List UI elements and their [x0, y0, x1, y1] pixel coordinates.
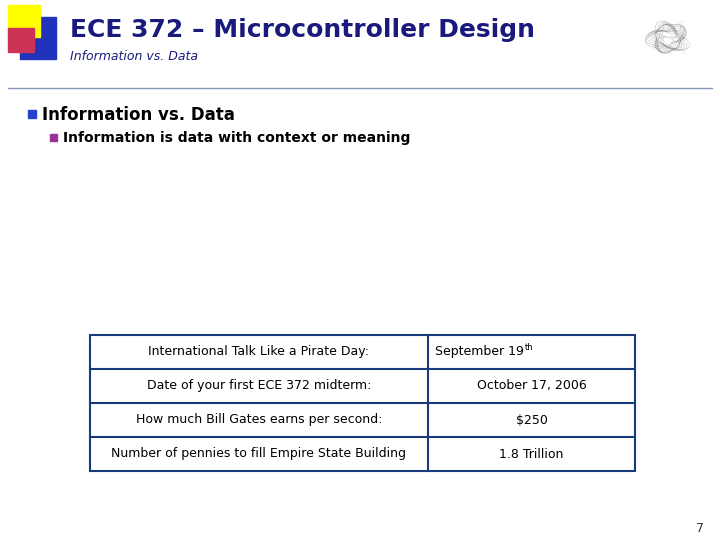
Text: Information vs. Data: Information vs. Data — [42, 106, 235, 124]
Bar — [50, 134, 57, 141]
Text: ECE 372 – Microcontroller Design: ECE 372 – Microcontroller Design — [70, 18, 535, 42]
Bar — [8, 5, 40, 37]
Text: Information vs. Data: Information vs. Data — [70, 50, 198, 63]
Text: th: th — [524, 342, 533, 352]
Bar — [20, 17, 56, 59]
Text: September 19: September 19 — [435, 346, 523, 359]
Text: 1.8 Trillion: 1.8 Trillion — [499, 448, 564, 461]
Text: Date of your first ECE 372 midterm:: Date of your first ECE 372 midterm: — [147, 380, 371, 393]
Bar — [90, 335, 635, 471]
Text: October 17, 2006: October 17, 2006 — [477, 380, 586, 393]
Text: $250: $250 — [516, 414, 547, 427]
Text: 7: 7 — [696, 522, 704, 535]
Bar — [28, 110, 36, 118]
Text: Number of pennies to fill Empire State Building: Number of pennies to fill Empire State B… — [112, 448, 407, 461]
Bar — [8, 28, 34, 52]
Text: Information is data with context or meaning: Information is data with context or mean… — [63, 131, 410, 145]
Text: How much Bill Gates earns per second:: How much Bill Gates earns per second: — [136, 414, 382, 427]
Text: International Talk Like a Pirate Day:: International Talk Like a Pirate Day: — [148, 346, 369, 359]
